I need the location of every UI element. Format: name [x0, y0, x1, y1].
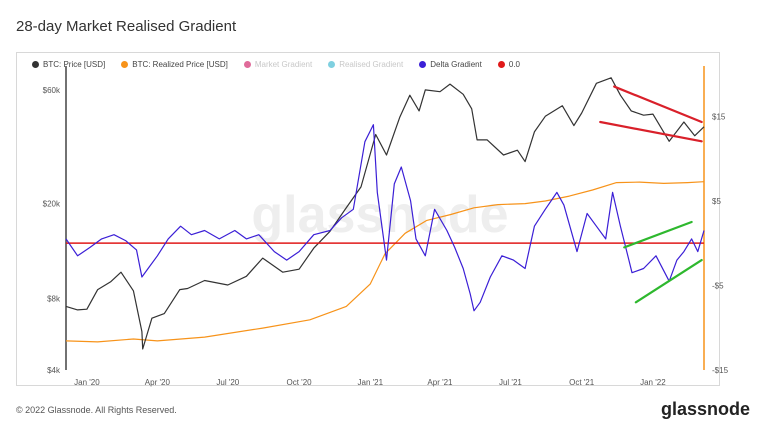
trendline-annotation — [634, 258, 703, 304]
legend-swatch — [121, 60, 129, 68]
brand-logo[interactable]: glassnode — [660, 399, 750, 419]
legend-item-market-gradient[interactable]: Market Gradient — [243, 58, 313, 70]
y-right-tick-label: $5 — [712, 197, 721, 206]
x-tick-label: Apr '21 — [427, 378, 453, 387]
y-right-tick-label: -$5 — [712, 281, 724, 290]
x-tick-label: Jan '22 — [640, 378, 666, 387]
legend-swatch — [32, 60, 39, 68]
chart-legend: BTC: Price [USD] BTC: Realized Price [US… — [32, 58, 520, 70]
legend-item-zero[interactable]: 0.0 — [497, 58, 520, 70]
legend-item-delta-gradient[interactable]: Delta Gradient — [419, 58, 482, 70]
series-delta-gradient-line — [65, 124, 705, 312]
trendline-annotation — [623, 220, 693, 249]
chart-frame — [16, 52, 720, 386]
y-left-tick-label: $4k — [47, 366, 61, 375]
y-left-tick-label: $20k — [43, 200, 61, 209]
chart-title: 28-day Market Realised Gradient — [16, 18, 237, 35]
y-left-tick-label: $60k — [43, 86, 61, 95]
series-price-line — [65, 77, 705, 350]
legend-label: BTC: Price [USD] — [43, 59, 106, 69]
x-tick-label: Oct '21 — [569, 378, 595, 387]
trendline-annotation — [599, 120, 703, 143]
y-right-tick-label: -$15 — [712, 366, 729, 375]
legend-swatch — [243, 60, 251, 68]
legend-swatch — [419, 60, 427, 68]
trendline-annotation — [613, 85, 703, 124]
legend-label: Delta Gradient — [430, 59, 482, 69]
y-right-tick-label: $15 — [712, 112, 726, 121]
x-tick-label: Oct '20 — [287, 378, 313, 387]
x-tick-label: Jul '20 — [216, 378, 239, 387]
x-tick-label: Apr '20 — [145, 378, 171, 387]
legend-item-realised-gradient[interactable]: Realised Gradient — [328, 58, 403, 70]
legend-item-price[interactable]: BTC: Price [USD] — [32, 58, 105, 70]
copyright: © 2022 Glassnode. All Rights Reserved. — [16, 405, 177, 415]
legend-label: Market Gradient — [254, 59, 313, 69]
legend-item-realized-price[interactable]: BTC: Realized Price [USD] — [121, 58, 228, 70]
y-left-tick-label: $8k — [47, 294, 61, 303]
x-tick-label: Jan '21 — [358, 378, 384, 387]
x-tick-label: Jul '21 — [499, 378, 522, 387]
legend-label: 0.0 — [508, 59, 520, 69]
legend-swatch — [497, 60, 505, 68]
legend-label: Realised Gradient — [339, 59, 404, 69]
legend-swatch — [328, 60, 336, 68]
legend-label: BTC: Realized Price [USD] — [132, 59, 228, 69]
x-tick-label: Jan '20 — [74, 378, 100, 387]
